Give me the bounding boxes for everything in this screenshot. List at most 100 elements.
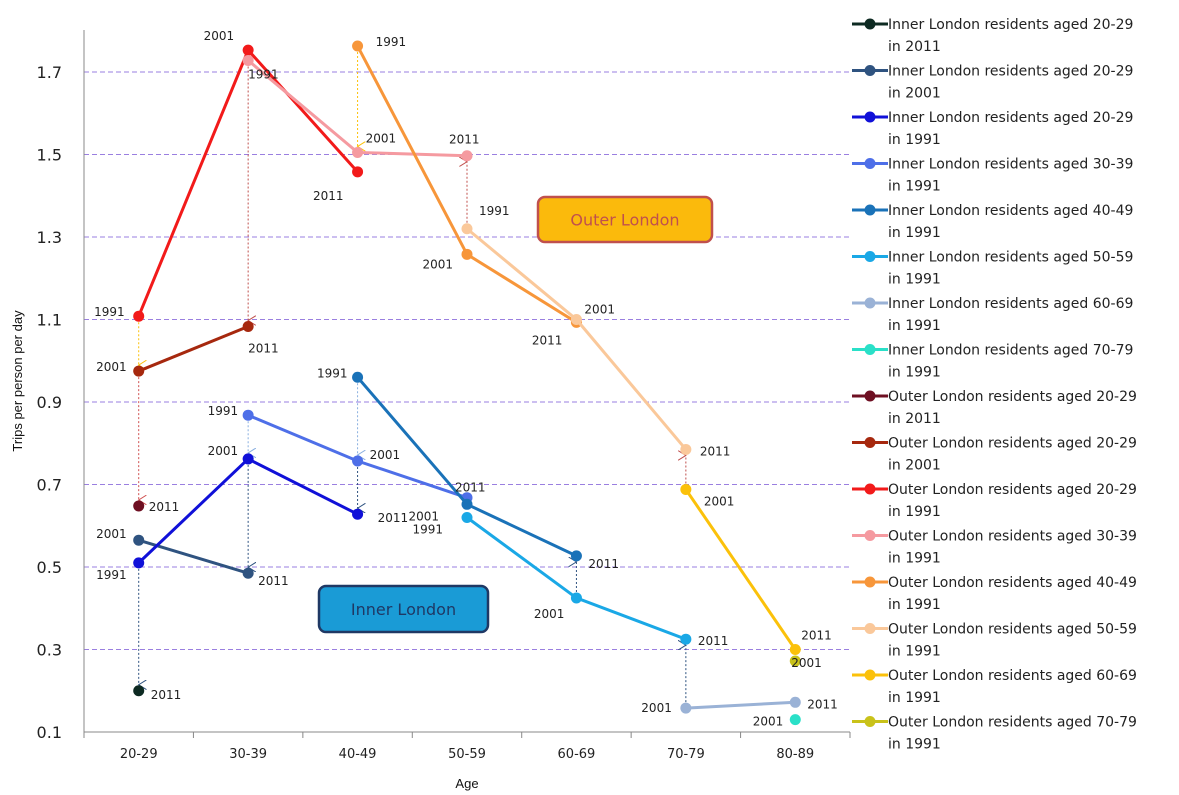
data-point (352, 166, 363, 177)
legend-label: Inner London residents aged 50-59 (888, 250, 1133, 266)
x-tick-label: 30-39 (229, 747, 267, 762)
data-point (243, 453, 254, 464)
point-label: 2011 (700, 444, 731, 458)
legend-swatch-marker (865, 577, 876, 588)
legend-swatch-marker (865, 530, 876, 541)
legend-label: Outer London residents aged 30-39 (888, 529, 1137, 545)
point-label: 2001 (366, 131, 397, 145)
legend-label-line2: in 2001 (888, 458, 941, 474)
point-label: 1991 (317, 366, 348, 380)
point-label: 1991 (96, 568, 127, 582)
legend-swatch-marker (865, 437, 876, 448)
series-line (686, 489, 795, 649)
point-label: 2011 (149, 500, 180, 514)
series-line (467, 229, 686, 450)
legend-item: Inner London residents aged 30-39 in 1991 (852, 157, 1133, 195)
annotation-label: Outer London (570, 211, 679, 230)
legend-item: Outer London residents aged 30-39 in 1991 (852, 529, 1137, 567)
series-4 (352, 372, 582, 562)
legend-item: Inner London residents aged 20-29 in 2001 (852, 64, 1133, 102)
data-point (790, 714, 801, 725)
data-point (352, 455, 363, 466)
point-label: 2011 (248, 342, 279, 356)
point-label: 2001 (534, 607, 565, 621)
y-tick-label: 0.7 (37, 476, 62, 495)
data-point (462, 223, 473, 234)
legend-label-line2: in 1991 (888, 597, 941, 613)
data-point (243, 55, 254, 66)
series-7 (790, 714, 801, 725)
legend-swatch-marker (865, 344, 876, 355)
legend-item: Inner London residents aged 40-49 in 1991 (852, 203, 1133, 241)
point-label: 2001 (753, 715, 784, 729)
point-label: 2011 (258, 574, 289, 588)
data-point (352, 41, 363, 52)
x-tick-label: 60-69 (558, 747, 596, 762)
legend-item: Inner London residents aged 70-79 in 1991 (852, 343, 1133, 381)
legend-label: Outer London residents aged 20-29 (888, 389, 1137, 405)
series-1 (133, 535, 253, 579)
x-tick-label: 40-49 (339, 747, 377, 762)
point-label: 1991 (412, 523, 443, 537)
y-tick-label: 1.1 (37, 311, 62, 330)
x-tick-label: 70-79 (667, 747, 705, 762)
y-tick-label: 0.3 (37, 641, 62, 660)
data-point (462, 150, 473, 161)
point-label: 2001 (422, 257, 453, 271)
legend-label-line2: in 2011 (888, 39, 941, 55)
legend-swatch-marker (865, 484, 876, 495)
legend-item: Inner London residents aged 20-29in 1991 (852, 110, 1133, 148)
data-point (462, 249, 473, 260)
legend-label: Inner London residents aged 20-29 (888, 110, 1133, 126)
x-axis-title: Age (455, 776, 478, 791)
legend-item: Inner London residents aged 50-59 in 1991 (852, 250, 1133, 288)
point-label: 2011 (807, 697, 838, 711)
legend-label-line2: in 2001 (888, 86, 941, 102)
series-12 (352, 41, 582, 328)
data-point (352, 509, 363, 520)
legend-swatch-marker (865, 391, 876, 402)
x-tick-label: 50-59 (448, 747, 486, 762)
point-label: 2001 (96, 360, 127, 374)
legend-item: Inner London residents aged 60-69 in 1991 (852, 296, 1133, 334)
series-0 (133, 685, 144, 696)
legend-item: Outer London residents aged 60-69 in 1991 (852, 668, 1137, 706)
legend-item: Outer London residents aged 20-29 in 2001 (852, 436, 1137, 474)
data-point (133, 500, 144, 511)
data-point (133, 366, 144, 377)
data-point (133, 535, 144, 546)
data-point (571, 592, 582, 603)
point-label: 2001 (204, 29, 235, 43)
series-14 (680, 484, 800, 655)
legend-label-line2: in 1991 (888, 225, 941, 241)
y-tick-label: 0.9 (37, 393, 62, 412)
annotation-outer-london: Outer London (538, 197, 712, 242)
data-point (790, 644, 801, 655)
legend-item: Outer London residents aged 40-49 in 1991 (852, 575, 1137, 613)
point-label: 2011 (532, 333, 563, 347)
legend-label-line2: in 1991 (888, 504, 941, 520)
y-tick-label: 1.5 (37, 146, 62, 165)
point-label: 2011 (698, 634, 729, 648)
point-label: 1991 (94, 305, 125, 319)
data-point (571, 550, 582, 561)
point-label: 2001 (208, 444, 239, 458)
legend-label-line2: in 1991 (888, 272, 941, 288)
legend-swatch-marker (865, 112, 876, 123)
legend-label-line2: in 1991 (888, 179, 941, 195)
legend-swatch-marker (865, 670, 876, 681)
legend-label: Inner London residents aged 70-79 (888, 343, 1133, 359)
legend-swatch-marker (865, 623, 876, 634)
legend-label: Outer London residents aged 40-49 (888, 575, 1137, 591)
data-point (680, 703, 691, 714)
point-label: 1991 (376, 35, 407, 49)
legend-swatch-marker (865, 65, 876, 76)
data-point (133, 311, 144, 322)
data-point (243, 568, 254, 579)
annotation-label: Inner London (351, 600, 456, 619)
point-label: 2001 (641, 701, 672, 715)
point-label: 2011 (151, 688, 182, 702)
legend-label: Outer London residents aged 60-69 (888, 668, 1137, 684)
legend-label-line2: in 1991 (888, 737, 941, 753)
data-point (352, 372, 363, 383)
